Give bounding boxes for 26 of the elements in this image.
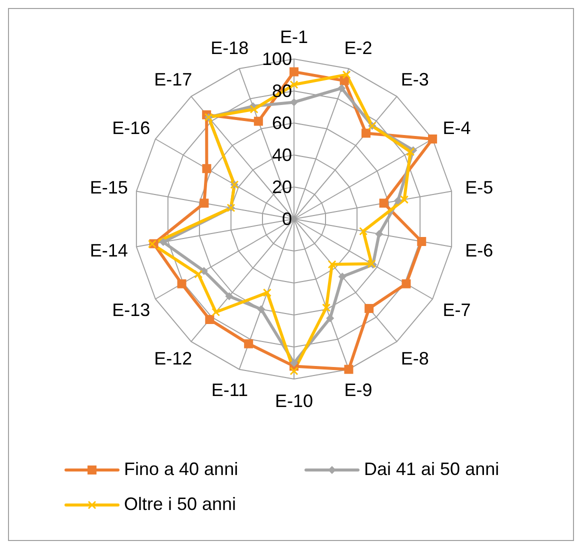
legend-label: Dai 41 ai 50 anni: [364, 459, 500, 480]
spoke-label: E-13: [112, 300, 150, 320]
spoke-label: E-5: [465, 177, 494, 198]
spoke-label: E-15: [90, 177, 128, 198]
y-tick-label: 20: [272, 177, 292, 197]
spoke-label: E-10: [274, 391, 314, 411]
spoke-label: E-12: [154, 348, 192, 368]
y-tick-label: 40: [272, 145, 292, 165]
spoke-label: E-14: [90, 240, 128, 261]
y-tick-label: 60: [272, 113, 292, 133]
spoke-label: E-6: [465, 240, 494, 261]
legend-label: Oltre i 50 anni: [124, 494, 236, 515]
spoke-label: E-16: [112, 118, 150, 138]
spoke-label: E-18: [210, 38, 249, 58]
spoke-label: E-3: [400, 70, 429, 90]
spoke-label: E-9: [344, 380, 372, 400]
spoke-label: E-2: [344, 38, 372, 58]
spoke-label: E-1: [280, 27, 308, 47]
spoke-label: E-4: [442, 118, 471, 138]
y-tick-label: 100: [262, 49, 292, 69]
spoke-label: E-17: [154, 70, 192, 90]
y-tick-label: 0: [282, 209, 292, 229]
spoke-label: E-8: [400, 348, 429, 368]
legend-label: Fino a 40 anni: [124, 459, 238, 480]
spoke-label: E-11: [211, 380, 248, 400]
spoke-label: E-7: [442, 300, 471, 320]
